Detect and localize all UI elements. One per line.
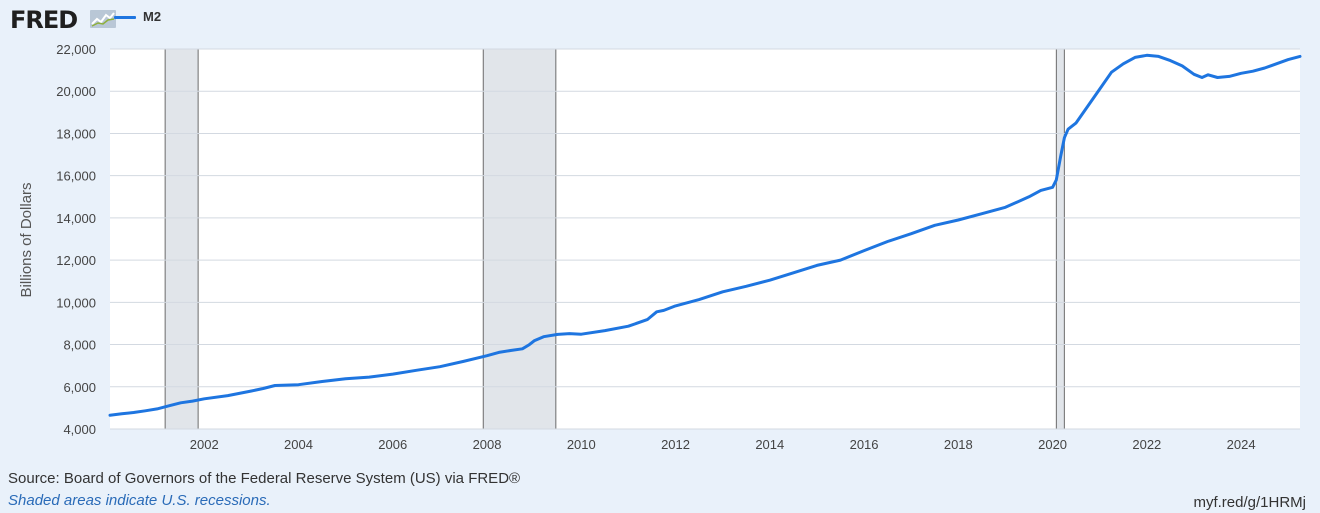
- y-tick-label: 6,000: [63, 380, 96, 395]
- chart-header: FRED: [10, 4, 410, 34]
- y-tick-label: 20,000: [56, 84, 96, 99]
- x-tick-label: 2014: [755, 437, 784, 452]
- gridlines: [110, 48, 1300, 430]
- recession-band-1: [165, 49, 199, 429]
- source-note: Source: Board of Governors of the Federa…: [8, 470, 521, 487]
- x-tick-label: 2002: [190, 437, 219, 452]
- series-layer: [108, 53, 1302, 417]
- y-axis-ticks: 4,000 6,000 8,000 10,000 12,000 14,000 16,000 1…: [56, 42, 96, 437]
- recession-shading: [164, 49, 1065, 429]
- x-tick-label: 2012: [661, 437, 690, 452]
- legend-label-m2: M2: [143, 9, 162, 24]
- x-tick-label: 2018: [944, 437, 973, 452]
- recession-note: Shaded areas indicate U.S. recessions.: [8, 492, 271, 509]
- recession-band-2: [483, 49, 556, 429]
- fred-logo-chart-icon: [90, 10, 116, 28]
- fred-logo[interactable]: FRED: [10, 6, 78, 34]
- y-tick-label: 22,000: [56, 42, 96, 57]
- x-tick-label: 2006: [378, 437, 407, 452]
- x-axis-ticks: 2002 2004 2006 2008 2010 2012 2014 2016 2018 2020…: [190, 437, 1256, 452]
- y-tick-label: 18,000: [56, 126, 96, 141]
- y-tick-label: 10,000: [56, 295, 96, 310]
- x-tick-label: 2010: [567, 437, 596, 452]
- y-axis-label: Billions of Dollars: [18, 182, 35, 297]
- y-tick-label: 16,000: [56, 169, 96, 184]
- y-tick-label: 8,000: [63, 338, 96, 353]
- x-tick-label: 2016: [850, 437, 879, 452]
- y-tick-label: 14,000: [56, 211, 96, 226]
- recession-band-3: [1056, 49, 1065, 429]
- x-tick-label: 2022: [1132, 437, 1161, 452]
- plot-area: [110, 49, 1300, 429]
- x-tick-label: 2008: [473, 437, 502, 452]
- y-tick-label: 12,000: [56, 253, 96, 268]
- x-tick-label: 2020: [1038, 437, 1067, 452]
- line-chart[interactable]: 4,000 6,000 8,000 10,000 12,000 14,000 16,000 1…: [0, 0, 1320, 470]
- series-line-m2[interactable]: [108, 53, 1302, 417]
- x-tick-label: 2024: [1227, 437, 1256, 452]
- short-link[interactable]: myf.red/g/1HRMj: [1193, 494, 1306, 511]
- legend-swatch-m2: [114, 16, 136, 19]
- x-tick-label: 2004: [284, 437, 313, 452]
- y-tick-label: 4,000: [63, 422, 96, 437]
